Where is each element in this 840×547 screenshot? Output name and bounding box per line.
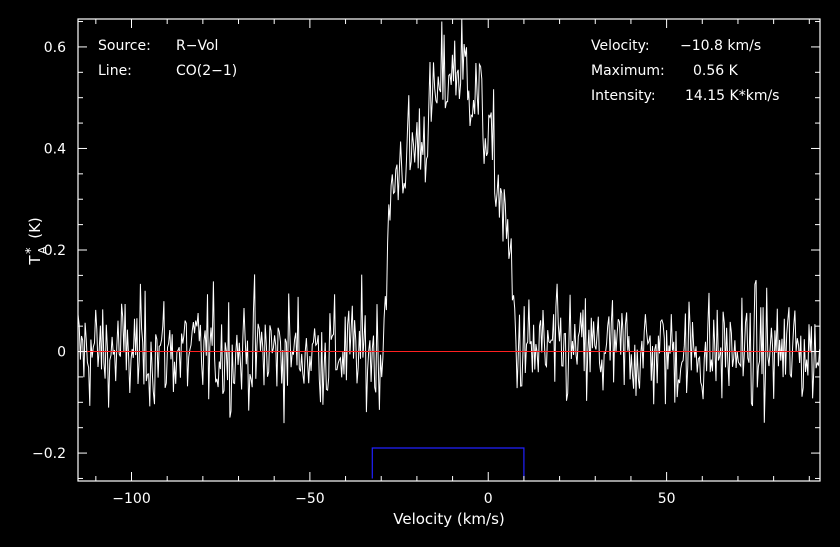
intensity-label: Intensity:: [591, 88, 656, 104]
x-tick-label: −50: [295, 491, 325, 507]
y-axis-label-sub: A: [36, 246, 49, 254]
x-tick-label: 50: [658, 491, 676, 507]
y-tick-label: 0: [57, 345, 66, 361]
x-axis-label: Velocity (km/s): [393, 510, 504, 528]
maximum-label: Maximum:: [591, 63, 665, 79]
y-axis-label-unit: (K): [26, 217, 44, 239]
spectrum-layer: [77, 18, 821, 424]
spectrum-line: [77, 18, 821, 424]
y-axis-label: T * A (K): [24, 217, 49, 265]
velocity-label: Velocity:: [591, 38, 650, 54]
maximum-value: 0.56 K: [693, 63, 739, 79]
y-tick-label: 0.6: [44, 40, 66, 56]
line-label: Line:: [98, 63, 132, 79]
source-value: R−Vol: [176, 38, 218, 54]
x-tick-label: 0: [484, 491, 493, 507]
source-label: Source:: [98, 38, 151, 54]
velocity-value: −10.8 km/s: [680, 38, 761, 54]
y-axis-label-main: T: [26, 255, 44, 266]
y-axis-label-sup: *: [24, 247, 39, 254]
y-tick-label: 0.2: [44, 243, 66, 259]
integration-window-bracket: [371, 447, 525, 479]
x-tick-label: −100: [112, 491, 150, 507]
line-value: CO(2−1): [176, 63, 237, 79]
y-tick-label: −0.2: [32, 446, 66, 462]
ticks-layer: −100 −50 0 50 −0.2 0 0.2 0.4 0.6: [32, 19, 820, 507]
intensity-value: 14.15 K*km/s: [685, 88, 779, 104]
y-tick-label: 0.4: [44, 141, 66, 157]
